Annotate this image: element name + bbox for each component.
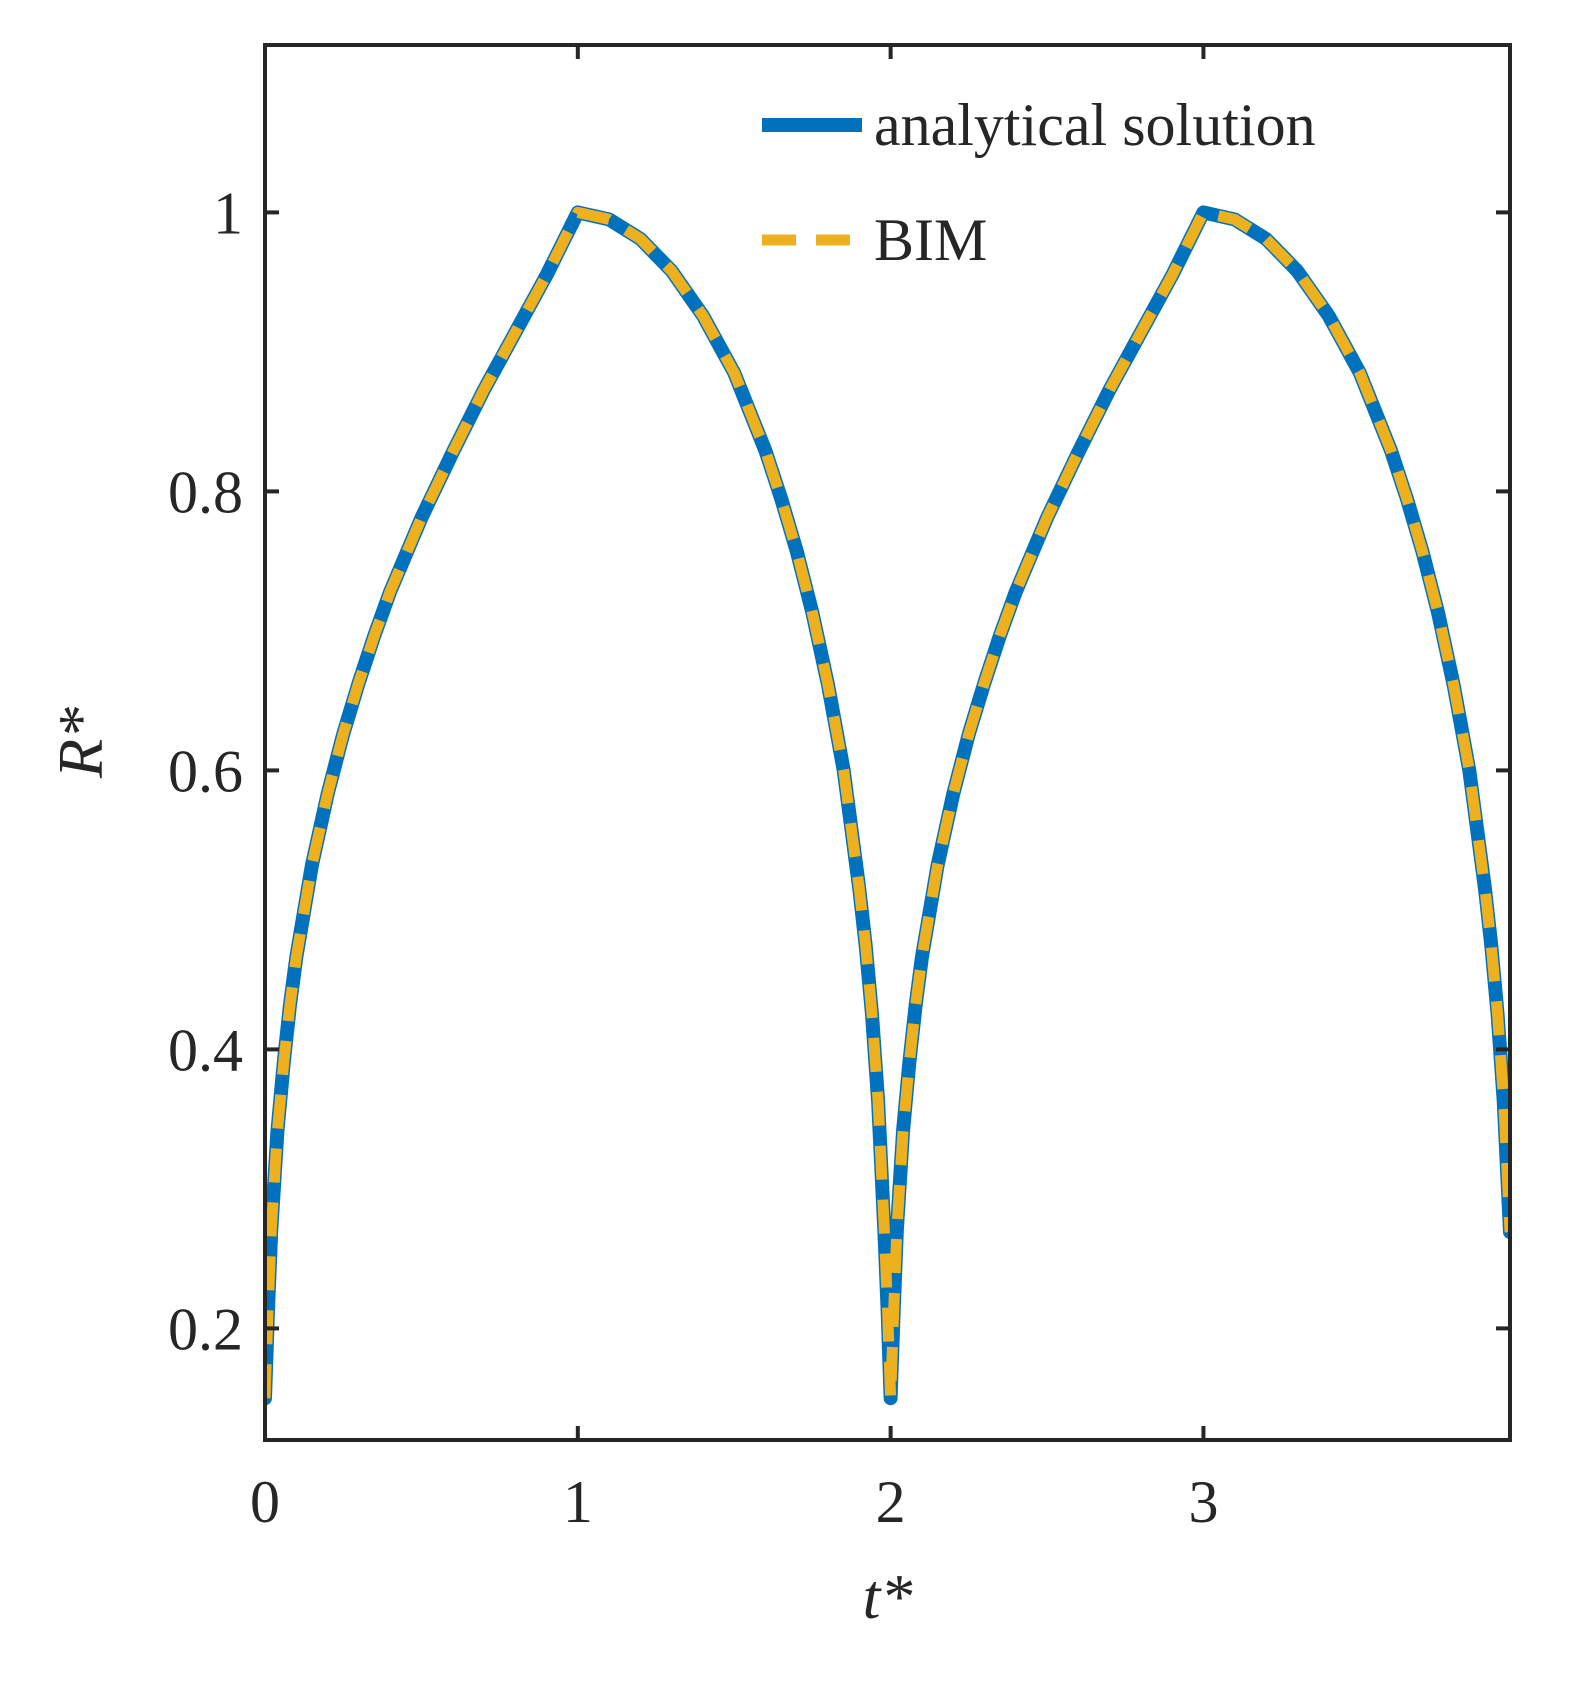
x-tick-label: 2	[876, 1469, 906, 1535]
y-tick-label: 0.6	[168, 738, 243, 804]
axes: 0 1 2 3 0.2 0.4 0.6 0.8 1 t* R*	[45, 43, 1512, 1632]
x-tick-label: 0	[250, 1469, 280, 1535]
legend-label: analytical solution	[874, 92, 1316, 158]
plot-area	[265, 205, 1510, 1406]
legend-label: BIM	[874, 207, 987, 273]
series-line-bim	[265, 206, 1510, 1404]
axes-box	[263, 43, 1512, 1442]
y-tick-label: 0.4	[168, 1017, 243, 1083]
y-tick-label: 0.2	[168, 1296, 243, 1362]
x-axis-label: t*	[863, 1561, 913, 1632]
x-tick-label: 1	[563, 1469, 593, 1535]
legend: analytical solution BIM	[762, 92, 1316, 273]
x-tick-label: 3	[1188, 1469, 1218, 1535]
y-tick-label: 0.8	[168, 459, 243, 525]
y-tick-label: 1	[213, 180, 243, 246]
y-axis-label: R*	[45, 707, 116, 779]
